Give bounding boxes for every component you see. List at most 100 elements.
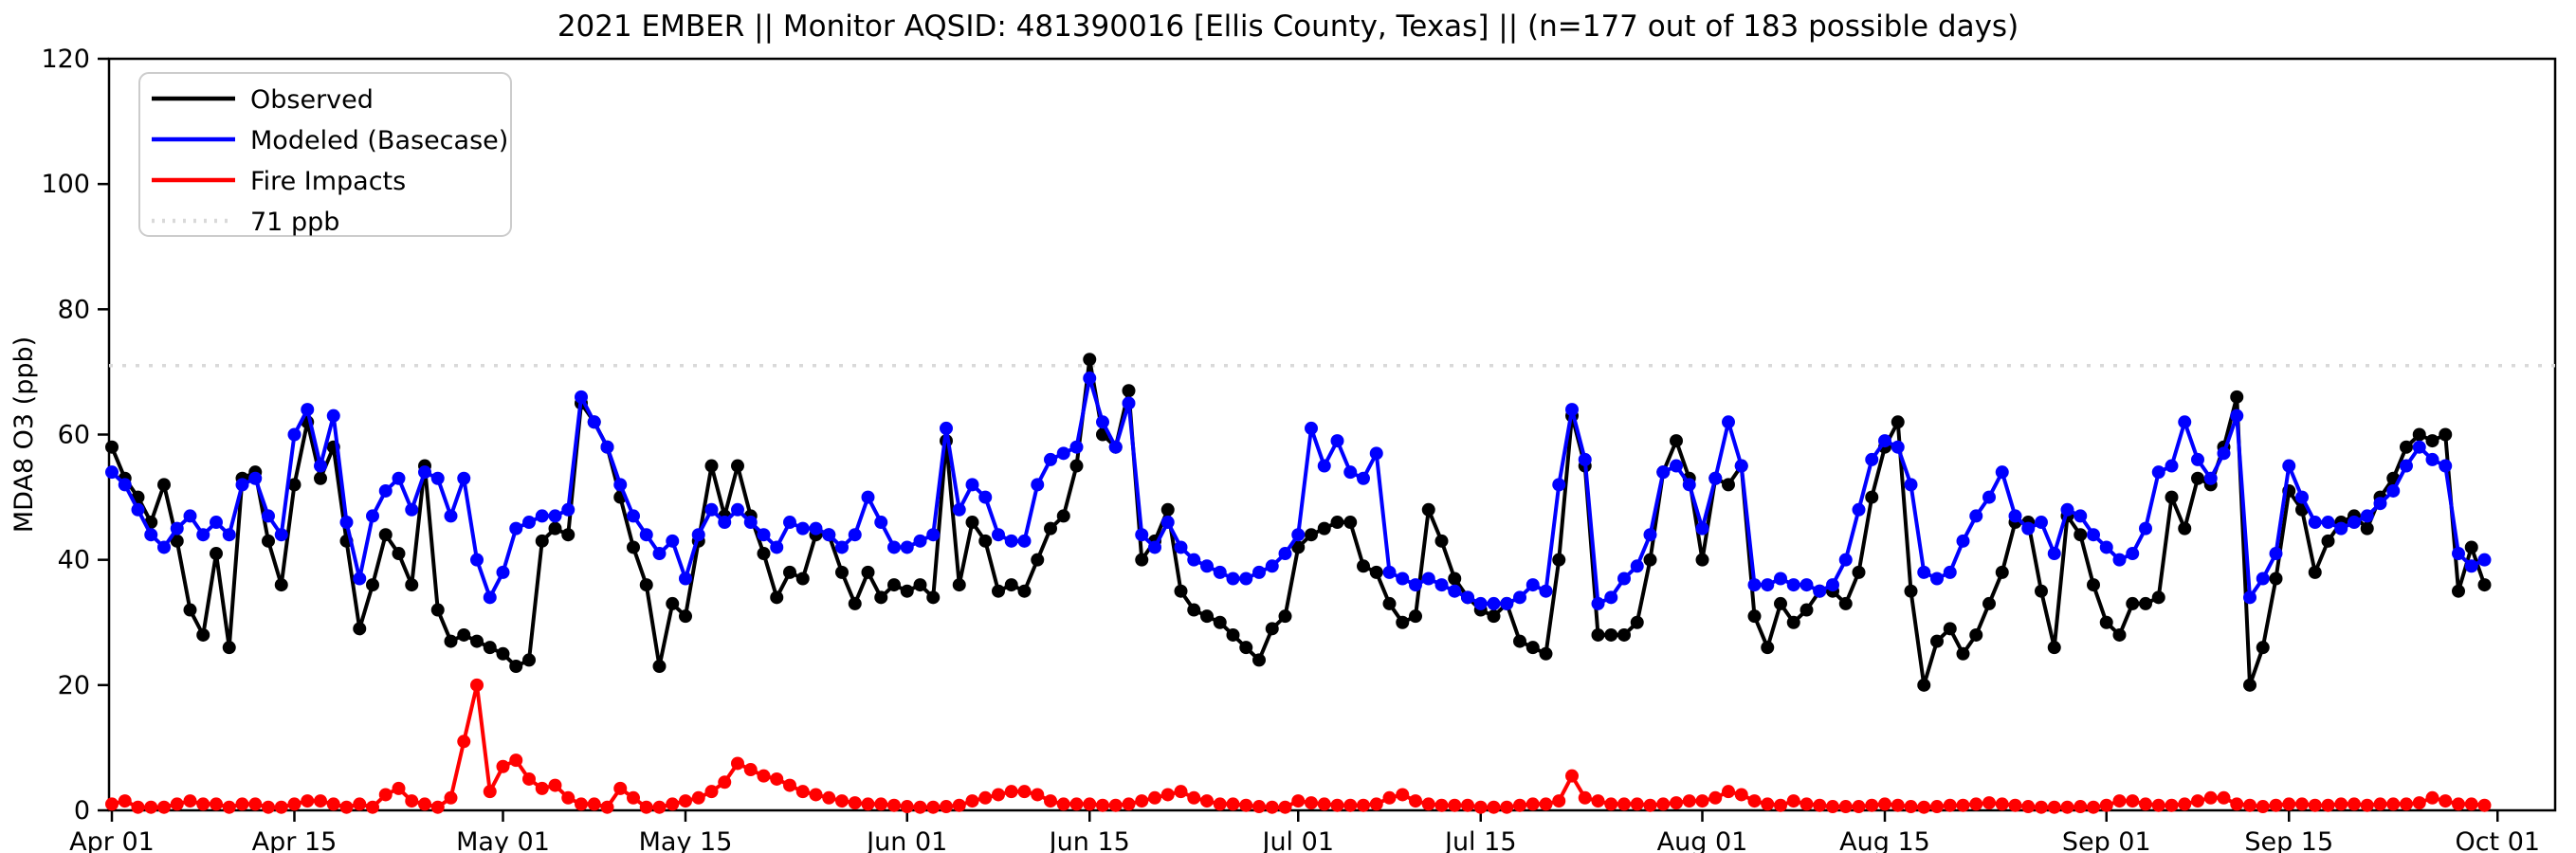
data-point xyxy=(1017,785,1032,799)
data-point xyxy=(652,660,667,674)
data-point xyxy=(405,578,419,592)
data-point xyxy=(2151,590,2165,605)
data-point xyxy=(1878,797,1891,811)
data-point xyxy=(1421,502,1435,517)
data-point xyxy=(2348,797,2361,811)
data-point xyxy=(1174,785,1188,799)
data-point xyxy=(2295,797,2309,811)
data-point xyxy=(1552,478,1566,492)
data-point xyxy=(210,516,223,530)
data-point xyxy=(2360,509,2374,523)
data-point xyxy=(1174,540,1188,554)
data-point xyxy=(1382,790,1397,805)
data-point xyxy=(1670,459,1683,473)
data-point xyxy=(339,516,354,530)
data-point xyxy=(1044,521,1057,535)
data-point xyxy=(157,478,171,492)
data-point xyxy=(2047,641,2061,655)
data-point xyxy=(1982,796,1996,810)
data-point xyxy=(1500,596,1514,610)
data-point xyxy=(1448,798,1462,812)
data-point xyxy=(1017,584,1032,598)
data-point xyxy=(1448,572,1462,586)
data-point xyxy=(587,797,601,811)
data-point xyxy=(783,778,796,792)
data-point xyxy=(2112,794,2127,808)
data-point xyxy=(2269,572,2283,586)
data-point xyxy=(326,797,340,811)
data-point xyxy=(274,800,288,814)
data-point xyxy=(1747,794,1762,808)
data-point xyxy=(1565,769,1579,783)
data-point xyxy=(2295,490,2309,504)
data-point xyxy=(2348,516,2361,530)
data-point xyxy=(1995,797,2009,811)
data-point xyxy=(1382,596,1397,610)
data-point xyxy=(470,678,484,692)
y-tick-label: 100 xyxy=(41,170,90,199)
data-point xyxy=(1930,572,1944,586)
data-point xyxy=(378,788,393,802)
data-point xyxy=(1995,565,2009,579)
data-point xyxy=(274,578,288,592)
data-point xyxy=(2021,521,2036,535)
data-point xyxy=(2425,790,2439,805)
data-point xyxy=(2178,797,2192,811)
data-point xyxy=(913,534,927,548)
data-point xyxy=(392,781,406,795)
data-point xyxy=(210,547,223,561)
data-point xyxy=(2035,584,2048,598)
data-point xyxy=(1800,603,1814,617)
data-point xyxy=(679,572,692,586)
data-point xyxy=(1969,509,1983,523)
data-point xyxy=(1722,478,1735,492)
data-point xyxy=(1591,627,1605,642)
data-point xyxy=(2191,471,2204,485)
data-point xyxy=(1682,794,1696,808)
data-point xyxy=(287,478,301,492)
data-point xyxy=(222,528,236,542)
data-point xyxy=(1461,798,1474,812)
data-point xyxy=(2425,452,2439,466)
data-point xyxy=(262,800,275,814)
data-point xyxy=(691,528,705,542)
data-point xyxy=(2126,547,2140,561)
data-point xyxy=(1695,553,1709,567)
data-point xyxy=(2243,798,2256,812)
data-point xyxy=(1213,797,1227,811)
data-point xyxy=(1708,471,1723,485)
data-point xyxy=(992,788,1005,802)
legend-label: Observed xyxy=(250,85,374,115)
data-point xyxy=(795,572,810,586)
data-point xyxy=(1239,641,1253,655)
data-point xyxy=(874,797,888,811)
data-point xyxy=(2099,615,2113,629)
data-point xyxy=(1148,790,1161,805)
data-point xyxy=(2047,547,2061,561)
data-point xyxy=(2412,440,2426,454)
data-point xyxy=(1031,553,1045,567)
data-point xyxy=(1786,794,1800,808)
data-point xyxy=(1278,547,1292,561)
data-point xyxy=(1343,465,1358,480)
legend: Observed Modeled (Basecase) Fire Impacts 71… xyxy=(138,72,512,237)
data-point xyxy=(1917,565,1931,579)
data-point xyxy=(2112,553,2127,567)
data-point xyxy=(196,528,210,542)
data-point xyxy=(1500,800,1514,814)
data-point xyxy=(1852,502,1866,517)
y-tick-label: 0 xyxy=(74,796,90,826)
data-point xyxy=(235,478,249,492)
data-point xyxy=(1930,800,1944,814)
data-point xyxy=(822,528,836,542)
data-point xyxy=(1265,622,1279,636)
data-point xyxy=(1421,797,1435,811)
data-point xyxy=(430,800,445,814)
data-point xyxy=(2074,800,2088,814)
data-point xyxy=(509,660,523,674)
data-point xyxy=(731,756,744,771)
data-point xyxy=(757,769,771,783)
data-point xyxy=(757,528,771,542)
data-point xyxy=(1004,785,1018,799)
data-point xyxy=(1513,590,1526,605)
